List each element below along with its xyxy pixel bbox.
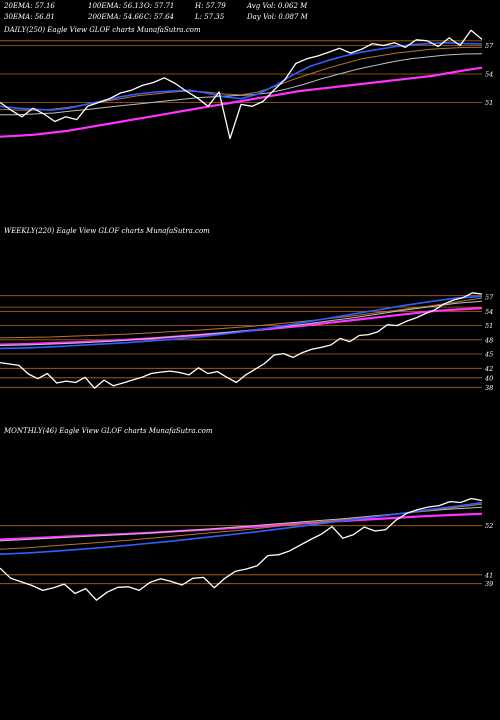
ema100-label: 100EMA: 56.13 — [88, 2, 144, 10]
weekly-y-tick-label: 38 — [485, 384, 493, 392]
daily-price-line — [0, 29, 483, 140]
daily-y-tick-label: 51 — [485, 99, 493, 107]
open-label: O: 57.71 — [144, 2, 175, 10]
weekly-y-tick-label: 57 — [485, 294, 494, 302]
weekly-y-tick-label: 51 — [485, 322, 493, 330]
daily-ema-magenta-line — [0, 66, 483, 138]
weekly-price-line — [0, 292, 483, 389]
daily-chart-title: DAILY(250) Eagle View GLOF charts Munafa… — [4, 26, 201, 34]
monthly-y-tick-label: 52 — [485, 522, 493, 530]
daily-plot: 57 54 51 — [0, 29, 494, 140]
monthly-y-tick-label: 39 — [485, 580, 493, 588]
low-label: L: 57.35 — [195, 13, 225, 21]
ema30-label: 30EMA: 56.81 — [4, 13, 55, 21]
weekly-y-tick-label: 42 — [484, 365, 493, 373]
weekly-y-tick-label: 48 — [484, 336, 493, 344]
daily-y-tick-label: 54 — [485, 71, 493, 79]
avg-vol-label: Avg Vol: 0.062 M — [247, 2, 308, 10]
monthly-chart-title: MONTHLY(46) Eagle View GLOF charts Munaf… — [4, 427, 213, 435]
weekly-y-tick-label: 54 — [485, 308, 493, 316]
daily-y-tick-label: 57 — [485, 42, 494, 50]
day-vol-label: Day Vol: 0.087 M — [247, 13, 308, 21]
weekly-y-tick-label: 40 — [484, 374, 493, 382]
weekly-y-tick-label: 45 — [484, 351, 493, 359]
close-label: C: 57.64 — [144, 13, 174, 21]
monthly-price-line — [0, 497, 483, 601]
weekly-chart-title: WEEKLY(220) Eagle View GLOF charts Munaf… — [4, 227, 210, 235]
weekly-ema-magenta-line — [0, 307, 483, 346]
weekly-ema-brown-line — [0, 297, 483, 339]
monthly-ema-magenta-line — [0, 512, 483, 541]
weekly-ema-gray-line — [0, 300, 483, 346]
monthly-y-tick-label: 41 — [484, 571, 493, 579]
high-label: H: 57.79 — [195, 2, 226, 10]
weekly-ema-blue-line — [0, 295, 483, 350]
ema200-label: 200EMA: 54.66 — [88, 13, 144, 21]
ema20-label: 20EMA: 57.16 — [4, 2, 55, 10]
monthly-ema-blue-line — [0, 501, 483, 555]
